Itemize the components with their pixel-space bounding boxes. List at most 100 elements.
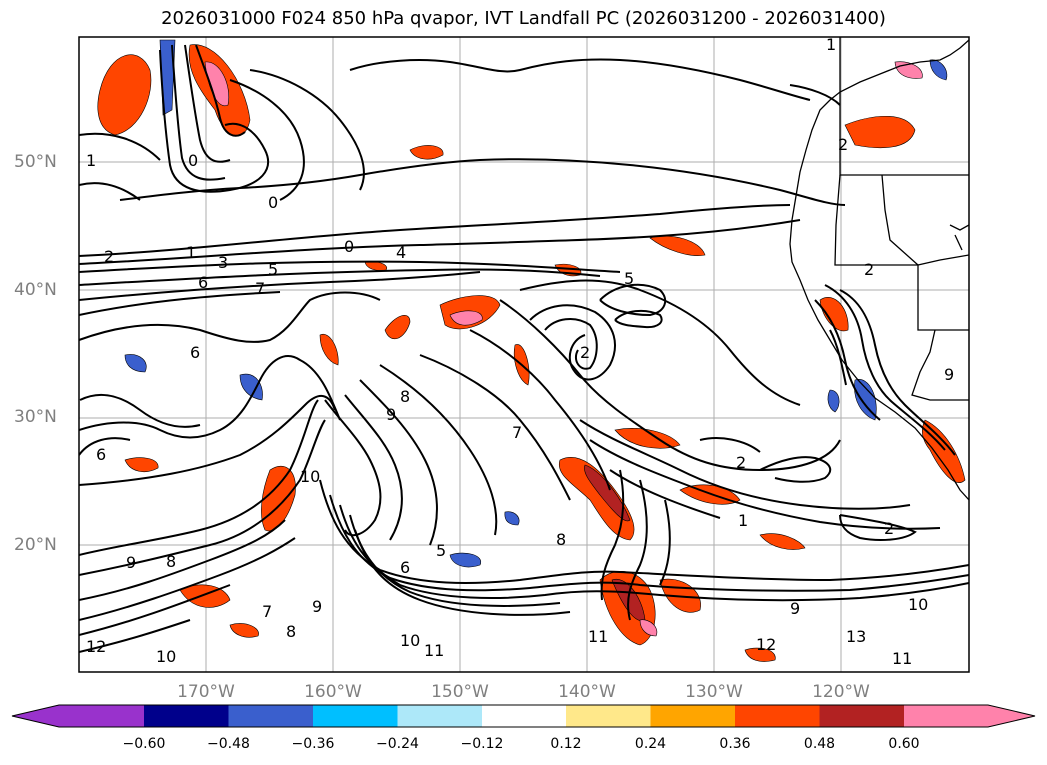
contour-label: 11	[892, 649, 912, 668]
contour-label: 10	[156, 647, 176, 666]
contour-label: 10	[400, 631, 420, 650]
lon-label: 130°W	[685, 682, 743, 702]
contour-label: 11	[588, 627, 608, 646]
contour-label: 2	[580, 343, 590, 362]
negative-anomaly-area	[827, 389, 840, 413]
lat-label: 50°N	[14, 152, 57, 172]
lon-label: 140°W	[558, 682, 616, 702]
colorbar-tick-label: −0.12	[460, 736, 504, 752]
colorbar-tick-label: 0.48	[803, 736, 836, 752]
colorbar-segment	[735, 705, 820, 727]
contour-label: 2	[838, 135, 848, 154]
contour-label: 9	[312, 597, 322, 616]
colorbar-tick-label: −0.24	[376, 736, 419, 752]
contour-label: 2	[864, 260, 874, 279]
colorbar-segment	[482, 705, 566, 727]
contour-label: 2	[736, 453, 746, 472]
colorbar-segment	[12, 705, 144, 727]
positive-anomaly-area	[409, 145, 444, 160]
negative-anomaly-area	[504, 511, 520, 526]
contour-label: 11	[424, 641, 444, 660]
lat-label: 30°N	[14, 407, 57, 427]
lon-label: 160°W	[304, 682, 362, 702]
contour-label: 9	[944, 365, 954, 384]
colorbar-tick-label: −0.60	[122, 736, 166, 752]
contour-label: 4	[396, 243, 406, 262]
colorbar-tick-label: 0.12	[550, 736, 582, 752]
lon-label: 150°W	[431, 682, 489, 702]
contour-label: 6	[190, 343, 200, 362]
colorbar-outline	[11, 704, 1036, 728]
contour-label: 8	[286, 622, 296, 641]
colorbar-tick-label: 0.36	[719, 736, 751, 752]
contour-label: 1	[826, 35, 836, 54]
ivt-contours	[79, 44, 969, 653]
colorbar-segment	[228, 705, 313, 727]
contour-label: 9	[126, 553, 136, 572]
contour-labels: 2 1 3 5 6 7 0 4 0 1 0 5 2 6 6 8 9 7 10 2…	[86, 35, 954, 668]
contour-label: 6	[96, 445, 106, 464]
contour-label: 6	[400, 558, 410, 577]
positive-anomaly-area	[921, 419, 966, 483]
positive-anomaly-area	[449, 310, 483, 326]
contour-label: 1	[738, 511, 748, 530]
contour-label: 6	[198, 273, 208, 292]
positive-anomaly-area	[759, 533, 806, 550]
contour-label: 10	[908, 595, 928, 614]
positive-anomaly-area	[97, 54, 152, 136]
colorbar-segment	[650, 705, 735, 727]
positive-anomaly-area	[639, 619, 658, 637]
map-title: 2026031000 F024 850 hPa qvapor, IVT Land…	[161, 8, 886, 29]
contour-label: 0	[268, 193, 278, 212]
contour-label: 7	[262, 602, 272, 621]
contour-label: 0	[188, 151, 198, 170]
colorbar-segment	[819, 705, 904, 727]
positive-anomaly-area	[319, 333, 339, 366]
colorbar-tick-label: 0.60	[888, 736, 920, 752]
contour-label: 8	[166, 552, 176, 571]
contour-label: 9	[386, 405, 396, 424]
colorbar-tick-label: 0.24	[634, 736, 667, 752]
contour-label: 7	[512, 423, 522, 442]
positive-anomaly-area	[384, 315, 411, 340]
contour-label: 0	[344, 237, 354, 256]
colorbar-segment	[313, 705, 398, 727]
map-panel: 2 1 3 5 6 7 0 4 0 1 0 5 2 6 6 8 9 7 10 2…	[78, 35, 970, 673]
contour-label: 9	[790, 599, 800, 618]
contour-label: 3	[218, 253, 228, 272]
positive-anomaly-area	[558, 457, 635, 541]
positive-anomaly-area	[744, 647, 776, 662]
contour-label: 7	[255, 279, 265, 298]
contour-label: 2	[104, 247, 114, 266]
negative-anomaly-area	[929, 59, 948, 81]
lon-label: 170°W	[177, 682, 235, 702]
positive-anomaly-area	[124, 457, 159, 473]
colorbar-tick-label: −0.48	[207, 736, 250, 752]
colorbar-tick-label: −0.36	[291, 736, 335, 752]
contour-label: 2	[884, 519, 894, 538]
positive-anomaly-area	[844, 115, 916, 149]
colorbar	[11, 704, 1036, 728]
colorbar-segment	[397, 705, 482, 727]
positive-anomaly-area	[229, 623, 259, 638]
contour-label: 5	[624, 269, 634, 288]
map-frame	[78, 36, 970, 673]
contour-label: 12	[86, 637, 106, 656]
positive-anomaly-area	[819, 297, 849, 332]
contour-label: 10	[300, 467, 320, 486]
contour-label: 5	[268, 260, 278, 279]
negative-anomaly-area	[449, 552, 482, 568]
contour-label: 1	[86, 151, 96, 170]
colorbar-segment	[144, 705, 229, 727]
colorbar-segment	[566, 705, 651, 727]
contour-label: 1	[186, 243, 196, 262]
contour-label: 13	[846, 627, 866, 646]
contour-label: 5	[436, 541, 446, 560]
contour-label: 8	[400, 387, 410, 406]
coastlines	[789, 37, 969, 501]
lon-label: 120°W	[812, 682, 870, 702]
lat-label: 20°N	[14, 535, 57, 555]
lat-label: 40°N	[14, 280, 57, 300]
contour-label: 12	[756, 635, 776, 654]
qvapor-fill	[97, 39, 966, 662]
